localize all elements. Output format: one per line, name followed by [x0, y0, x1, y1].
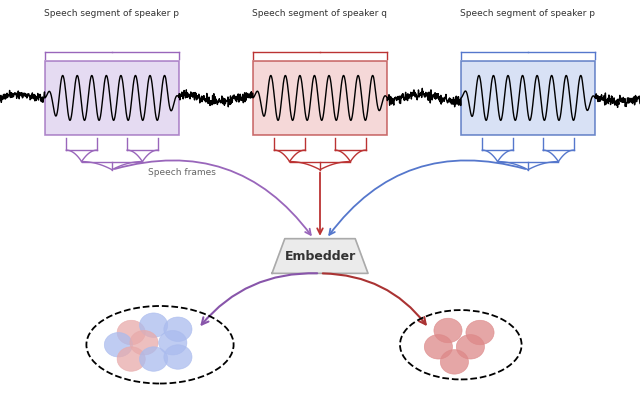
Ellipse shape [159, 330, 187, 355]
Text: Speech segment of speaker p: Speech segment of speaker p [45, 9, 179, 18]
Polygon shape [272, 239, 368, 273]
Ellipse shape [456, 335, 484, 359]
Ellipse shape [140, 313, 168, 337]
Ellipse shape [117, 347, 145, 371]
Ellipse shape [440, 350, 468, 374]
Bar [461, 61, 595, 135]
Text: Speech frames: Speech frames [148, 168, 216, 177]
Bar [45, 61, 179, 135]
Ellipse shape [130, 330, 158, 355]
Ellipse shape [164, 345, 192, 369]
Bar [253, 61, 387, 135]
Ellipse shape [140, 347, 168, 371]
Text: Embedder: Embedder [284, 250, 356, 262]
Ellipse shape [104, 333, 132, 357]
Ellipse shape [424, 335, 452, 359]
Text: Speech segment of speaker p: Speech segment of speaker p [461, 9, 595, 18]
Ellipse shape [117, 320, 145, 345]
Ellipse shape [434, 318, 462, 343]
Ellipse shape [164, 317, 192, 341]
Ellipse shape [466, 320, 494, 345]
Text: Speech segment of speaker q: Speech segment of speaker q [253, 9, 387, 18]
